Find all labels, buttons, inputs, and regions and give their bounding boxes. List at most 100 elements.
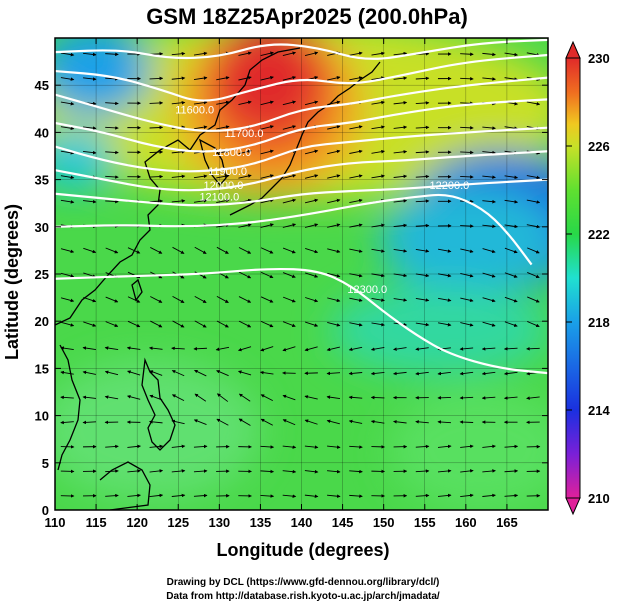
- wind-arrows: [60, 51, 541, 499]
- wind-arrow: [437, 469, 452, 473]
- wind-arrow: [415, 347, 429, 351]
- wind-arrow: [504, 493, 519, 498]
- coast-china-korea: [55, 47, 301, 326]
- wind-arrow: [238, 393, 251, 402]
- wind-arrow: [171, 100, 186, 105]
- wind-arrow: [193, 444, 208, 449]
- wind-arrow: [327, 297, 341, 303]
- wind-arrow: [83, 247, 97, 254]
- x-tick-label: 120: [126, 515, 148, 530]
- wind-arrow: [437, 444, 452, 449]
- contour-line-11700: [55, 76, 548, 132]
- wind-arrow: [460, 224, 474, 228]
- wind-arrow: [304, 395, 318, 400]
- wind-arrow: [60, 297, 75, 303]
- wind-arrow: [260, 247, 274, 254]
- wind-arrow: [83, 150, 97, 155]
- wind-arrow: [216, 246, 229, 254]
- wind-arrow: [304, 494, 319, 499]
- wind-arrow: [82, 420, 97, 425]
- wind-arrow: [327, 198, 341, 204]
- coast-philippines: [141, 357, 176, 451]
- wind-arrow: [238, 76, 252, 81]
- wind-arrow: [216, 370, 229, 377]
- wind-arrow: [459, 347, 474, 351]
- credit-dcl: Drawing by DCL (https://www.gfd-dennou.o…: [167, 577, 440, 588]
- wind-arrow: [193, 346, 207, 351]
- wind-arrow: [349, 198, 363, 204]
- x-tick-label: 110: [45, 515, 66, 530]
- wind-arrow: [238, 418, 251, 426]
- wind-arrow: [83, 321, 97, 327]
- contour-label: 11800.0: [212, 147, 251, 159]
- field-cool-east: [380, 185, 548, 295]
- wind-arrow: [282, 51, 297, 57]
- wind-arrow: [371, 76, 385, 81]
- wind-arrow: [415, 420, 429, 424]
- wind-arrow: [105, 321, 119, 328]
- plot-area: 11600.0 11700.0 11800.0 11900.0 12000.012100…: [55, 38, 548, 510]
- wind-arrow: [327, 149, 341, 155]
- wind-arrow: [260, 346, 274, 352]
- wind-arrow: [481, 396, 496, 400]
- wind-arrow: [60, 150, 75, 155]
- contour-label: 12000.0: [204, 180, 244, 192]
- wind-arrow: [437, 396, 451, 400]
- wind-arrow: [371, 174, 385, 179]
- wind-arrow: [193, 469, 208, 473]
- wind-arrow: [305, 272, 319, 278]
- wind-arrow: [304, 445, 319, 449]
- wind-arrow: [105, 493, 119, 498]
- wind-arrow: [393, 273, 408, 278]
- wind-arrow: [216, 198, 230, 203]
- contour-label: 11900.0: [208, 166, 247, 178]
- x-tick-label: 150: [373, 515, 395, 530]
- wind-arrow: [149, 125, 164, 130]
- wind-arrow: [194, 295, 207, 304]
- wind-arrow: [216, 296, 229, 303]
- wind-arrow: [460, 76, 474, 81]
- wind-arrow: [393, 347, 407, 351]
- wind-arrow: [282, 469, 297, 474]
- wind-arrow: [282, 346, 296, 352]
- wind-arrow: [105, 247, 119, 254]
- wind-arrow: [504, 77, 519, 81]
- wind-arrow: [371, 51, 385, 56]
- contour-line-12100: [55, 178, 548, 207]
- wind-arrow: [504, 444, 519, 449]
- wind-arrow: [260, 271, 274, 279]
- wind-arrow: [171, 493, 186, 498]
- wind-arrow: [460, 469, 474, 473]
- wind-arrow: [348, 346, 363, 352]
- wind-arrow: [393, 371, 407, 376]
- wind-arrow: [482, 297, 496, 303]
- wind-arrow: [83, 52, 97, 57]
- colorbar-bottom-arrow: [565, 497, 581, 516]
- wind-arrow: [282, 100, 297, 106]
- wind-arrow: [348, 371, 363, 376]
- wind-arrow: [105, 444, 119, 449]
- colorbar-ticks: 210 214 218 222 226 230: [566, 51, 610, 506]
- wind-arrow: [504, 469, 519, 473]
- wind-arrow: [393, 174, 408, 179]
- wind-arrow: [349, 445, 363, 449]
- wind-arrow: [326, 395, 341, 400]
- wind-arrow: [393, 76, 408, 80]
- contour-line-11900: [55, 126, 548, 173]
- wind-arrow: [238, 174, 252, 179]
- wind-arrow: [150, 247, 163, 254]
- wind-arrow: [482, 493, 496, 498]
- wind-arrow: [171, 150, 186, 154]
- wind-arrow: [238, 223, 252, 228]
- wind-arrow: [171, 370, 185, 377]
- wind-arrow: [482, 469, 496, 473]
- wind-arrow: [348, 419, 363, 424]
- wind-arrow: [282, 296, 296, 303]
- wind-arrow: [149, 150, 164, 154]
- wind-arrow: [105, 52, 119, 57]
- wind-arrow: [216, 125, 230, 130]
- y-axis-label: Latitude (degrees): [2, 204, 22, 360]
- y-tick-label: 40: [35, 125, 49, 140]
- x-tick-label: 130: [208, 515, 230, 530]
- wind-arrow: [460, 126, 474, 130]
